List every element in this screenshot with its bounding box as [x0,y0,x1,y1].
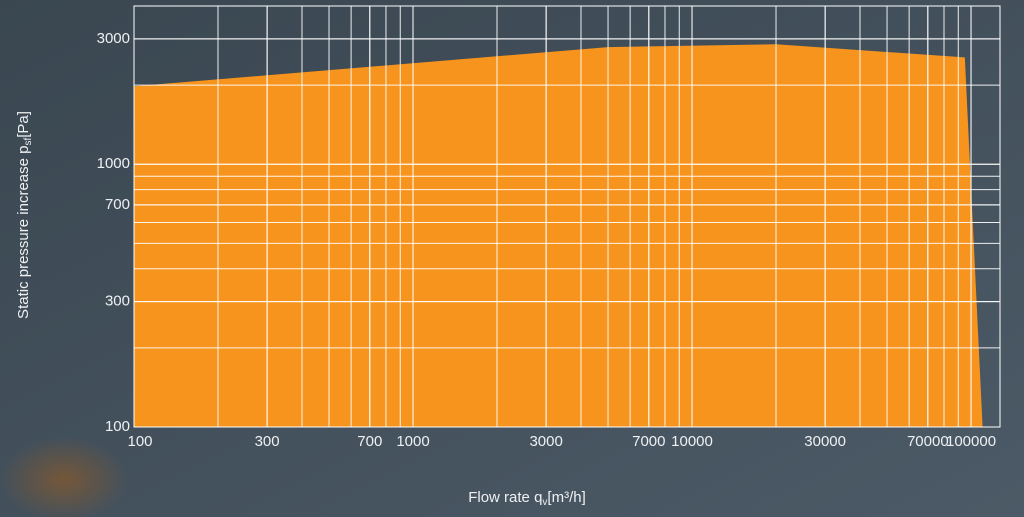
x-tick-label: 10000 [671,433,713,450]
x-tick-label: 7000 [632,433,665,450]
y-axis-label: Static pressure increase psf[Pa] [15,111,34,319]
x-tick-label: 1000 [396,433,429,450]
y-tick-label: 300 [105,293,130,310]
x-tick-label: 300 [255,433,280,450]
plot-area: 100 300 700 1000 3000 7000 10000 30000 700001000… [0,5,1001,517]
x-tick-label: 30000 [804,433,846,450]
y-tick-label: 100 [105,418,130,435]
glow [0,250,400,517]
x-tick-label: 100000 [946,433,996,450]
plot-border [133,5,1001,428]
y-tick-label: 3000 [97,30,130,47]
y-tick-label: 700 [105,196,130,213]
x-tick-label: 3000 [529,433,562,450]
x-tick-label: 100 [127,433,152,450]
x-tick-label: 700 [357,433,382,450]
y-tick-label: 1000 [97,155,130,172]
x-tick-label: 70000 [907,433,949,450]
x-axis-label: Flow rate qv[m³/h] [468,489,586,508]
